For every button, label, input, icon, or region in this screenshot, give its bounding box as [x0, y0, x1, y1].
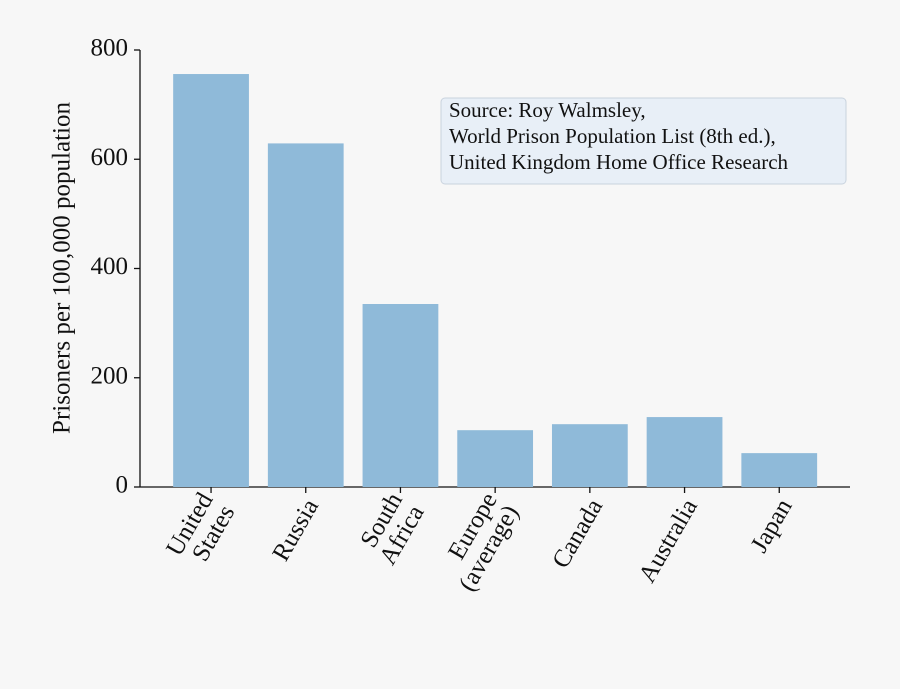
- bar: [551, 424, 628, 487]
- y-tick-label: 200: [91, 362, 129, 389]
- y-tick-label: 800: [91, 35, 129, 62]
- bar: [646, 417, 723, 487]
- annotation-line: Source: Roy Walmsley,: [449, 98, 646, 122]
- annotation-box: [440, 97, 847, 185]
- bar: [362, 304, 439, 487]
- bar: [741, 453, 818, 487]
- y-tick-label: 0: [116, 472, 129, 499]
- bar: [173, 74, 249, 487]
- bar: [267, 143, 344, 487]
- y-tick-label: 400: [91, 253, 129, 280]
- annotation-line: World Prison Population List (8th ed.),: [449, 124, 776, 148]
- bar: [457, 430, 534, 487]
- y-axis-label: Prisoners per 100,000 population: [49, 102, 76, 434]
- y-tick-label: 600: [91, 144, 129, 171]
- annotation-line: United Kingdom Home Office Research: [449, 150, 789, 174]
